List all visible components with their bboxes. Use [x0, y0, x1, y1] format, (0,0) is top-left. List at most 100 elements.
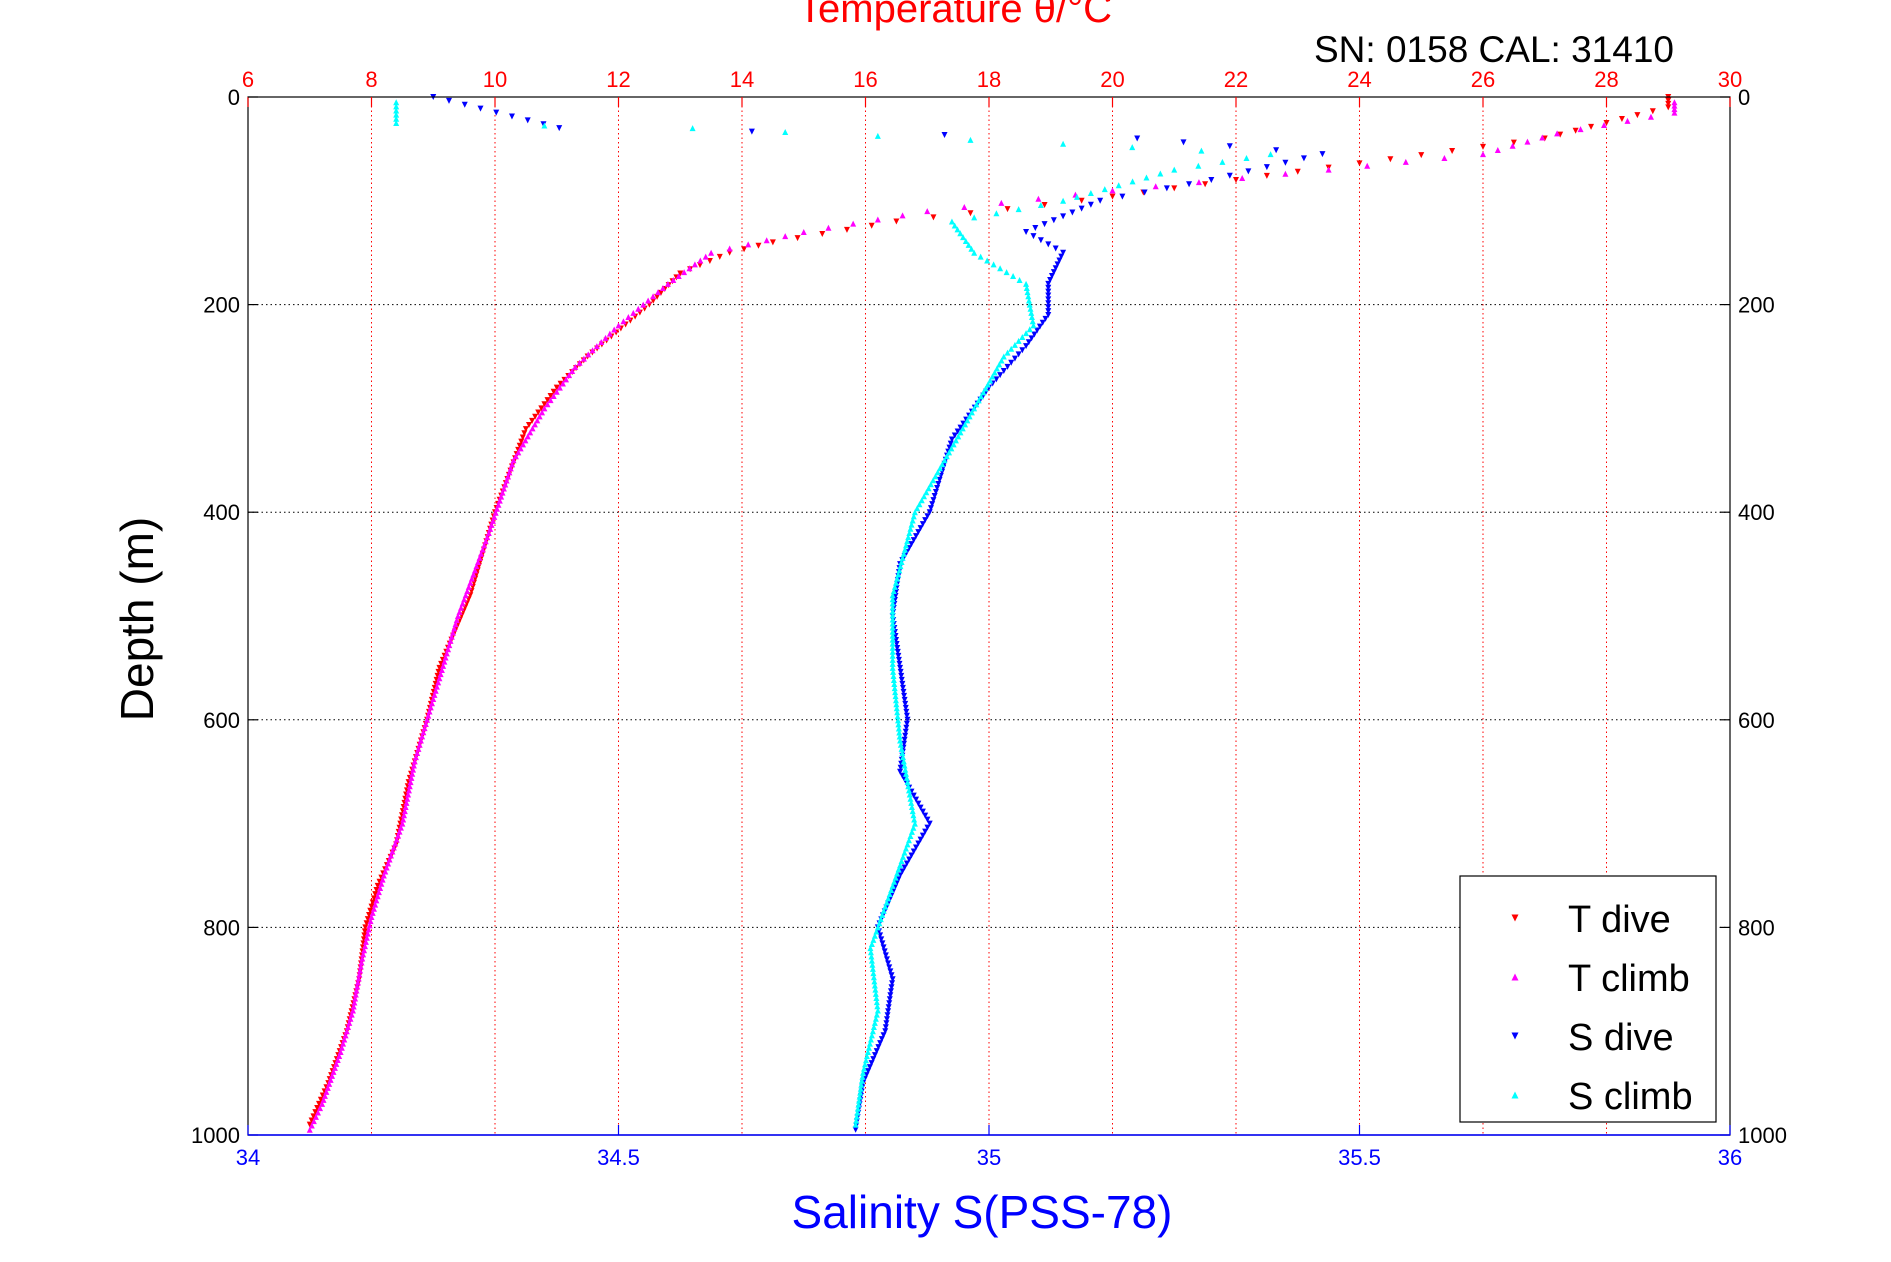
s-dive-point: [899, 772, 906, 779]
s-climb-point: [896, 729, 903, 736]
t-climb-point: [319, 1100, 326, 1107]
s-climb-point: [987, 377, 994, 384]
s-climb-point: [905, 787, 912, 794]
s-dive-point: [1034, 327, 1041, 334]
t-climb-point: [1671, 102, 1678, 109]
t-climb-point: [403, 799, 410, 806]
s-dive-point: [908, 541, 915, 548]
s-climb-point: [977, 253, 984, 260]
s-climb-point: [871, 978, 878, 985]
s-climb-point: [869, 965, 876, 972]
s-dive-point: [915, 840, 922, 847]
t-climb-point: [429, 700, 436, 707]
s-climb-point: [889, 608, 896, 615]
s-climb-point: [895, 571, 902, 578]
data-layer: [306, 94, 1678, 1133]
s-climb-point: [1011, 341, 1018, 348]
s-climb-point: [896, 567, 903, 574]
s-dive-point: [919, 832, 926, 839]
t-dive-point: [1233, 177, 1239, 184]
s-climb-point: [890, 588, 897, 595]
t-climb-point: [343, 1028, 350, 1035]
s-dive-point: [1025, 339, 1032, 346]
t-climb-point: [312, 1113, 319, 1120]
s-dive-point: [900, 688, 907, 695]
s-dive-point: [901, 740, 908, 747]
salinity-tick-label: 36: [1718, 1145, 1742, 1170]
s-climb-point: [908, 799, 915, 806]
t-climb-point: [1671, 99, 1678, 106]
t-dive-point: [741, 246, 748, 253]
t-dive-point: [368, 903, 375, 910]
s-dive-point: [884, 1012, 891, 1019]
t-climb-point: [550, 392, 557, 399]
s-climb-point: [984, 381, 991, 388]
s-dive-point: [1060, 213, 1067, 220]
s-climb-point: [1028, 309, 1035, 316]
s-dive-point: [903, 712, 910, 719]
t-climb-point: [675, 273, 682, 280]
s-climb-point: [889, 596, 896, 603]
s-climb-point: [1023, 330, 1030, 337]
s-climb-point: [890, 677, 897, 684]
s-dive-point: [889, 976, 896, 983]
s-climb-point: [893, 579, 900, 586]
s-climb-point: [982, 385, 989, 392]
t-climb-point: [421, 725, 428, 732]
t-climb-point: [416, 741, 423, 748]
s-dive-point: [901, 696, 908, 703]
s-climb-point: [890, 672, 897, 679]
t-climb-point: [1402, 158, 1409, 165]
s-climb-point: [892, 689, 899, 696]
t-climb-point: [352, 991, 359, 998]
s-dive-point: [887, 968, 894, 975]
s-climb-point: [916, 501, 923, 508]
s-climb-point: [889, 624, 896, 631]
s-climb-point: [1015, 337, 1022, 344]
t-climb-point: [874, 216, 881, 223]
s-climb-point: [893, 701, 900, 708]
t-climb-point: [406, 783, 413, 790]
s-climb-point: [1171, 166, 1178, 173]
s-climb-point: [855, 1101, 862, 1108]
s-climb-point: [957, 230, 964, 237]
s-dive-point: [910, 848, 917, 855]
t-climb-point: [1539, 134, 1546, 141]
s-dive-point: [915, 529, 922, 536]
t-climb-point: [763, 237, 770, 244]
t-climb-point: [363, 934, 370, 941]
s-climb-point: [971, 405, 978, 412]
t-climb-point: [435, 679, 442, 686]
s-climb-point: [1129, 178, 1136, 185]
s-dive-point: [1045, 308, 1052, 315]
t-dive-point: [967, 210, 974, 217]
s-dive-point: [540, 121, 547, 128]
s-dive-point: [1078, 205, 1085, 212]
s-climb-point: [889, 660, 896, 667]
t-dive-point: [1294, 168, 1301, 175]
t-dive-point: [1588, 123, 1595, 130]
t-climb-point: [365, 926, 372, 933]
s-climb-point: [889, 644, 896, 651]
s-climb-point: [932, 473, 939, 480]
s-climb-point: [1023, 280, 1030, 287]
s-climb-point: [1023, 284, 1030, 291]
t-climb-point: [446, 642, 453, 649]
s-dive-point: [872, 1052, 878, 1059]
s-climb-point: [862, 1061, 869, 1068]
s-climb-point: [872, 986, 879, 993]
t-climb-point: [1577, 126, 1584, 133]
s-climb-point: [1026, 301, 1033, 308]
s-dive-point: [1031, 331, 1038, 338]
t-climb-point: [407, 779, 414, 786]
t-climb-point: [825, 224, 832, 231]
s-climb-point: [910, 513, 917, 520]
s-climb-point: [936, 465, 943, 472]
s-climb-point: [948, 445, 955, 452]
s-climb-point: [1026, 297, 1033, 304]
s-dive-point: [906, 856, 913, 863]
s-dive-point: [1045, 300, 1052, 307]
s-climb-point: [870, 1024, 877, 1031]
s-climb-point: [541, 122, 548, 129]
s-climb-point: [1087, 190, 1094, 197]
